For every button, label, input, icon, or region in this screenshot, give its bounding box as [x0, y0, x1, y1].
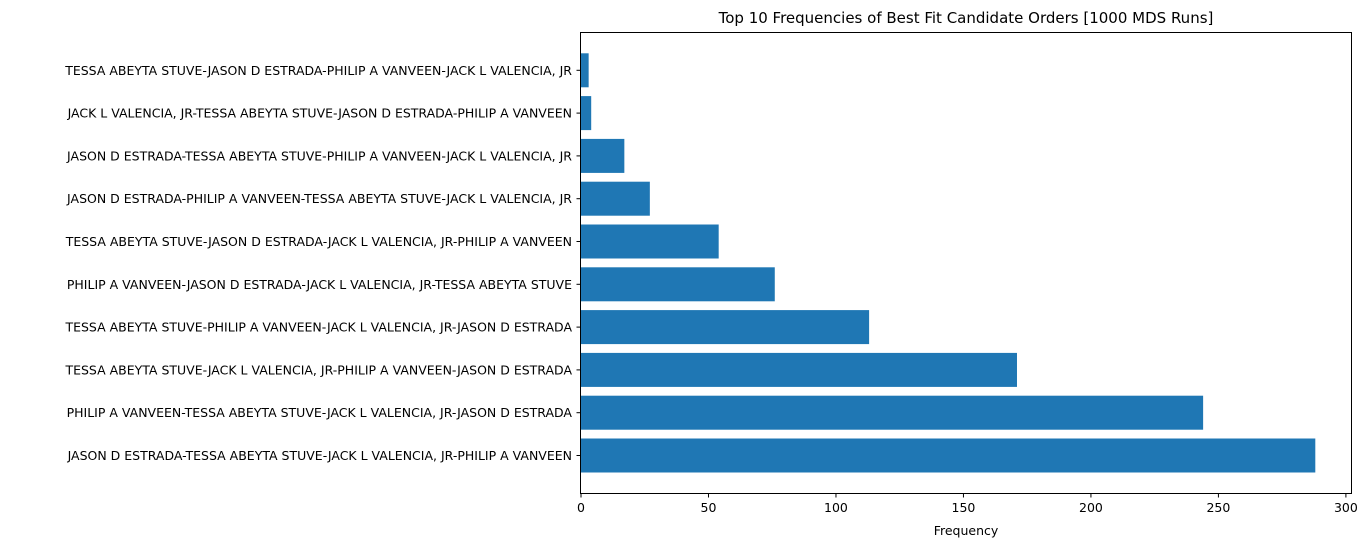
y-tick-label: TESSA ABEYTA STUVE-PHILIP A VANVEEN-JACK…	[64, 320, 572, 335]
bar	[581, 181, 650, 216]
bar	[581, 352, 1017, 387]
plot-frame	[580, 32, 1352, 494]
y-axis: JASON D ESTRADA-TESSA ABEYTA STUVE-JACK …	[64, 63, 581, 463]
bar	[581, 224, 719, 259]
x-tick-label: 200	[1079, 500, 1103, 515]
bar	[581, 53, 589, 88]
x-axis-label: Frequency	[934, 523, 999, 538]
y-tick-label: TESSA ABEYTA STUVE-JASON D ESTRADA-JACK …	[65, 234, 572, 249]
x-tick-label: 300	[1334, 500, 1358, 515]
x-tick-label: 100	[824, 500, 848, 515]
y-tick-label: PHILIP A VANVEEN-JASON D ESTRADA-JACK L …	[67, 277, 572, 292]
x-tick-label: 250	[1206, 500, 1230, 515]
bar	[581, 438, 1316, 473]
y-tick-label: JASON D ESTRADA-PHILIP A VANVEEN-TESSA A…	[66, 191, 572, 206]
y-tick-label: JASON D ESTRADA-TESSA ABEYTA STUVE-JACK …	[67, 448, 572, 463]
y-tick-label: TESSA ABEYTA STUVE-JACK L VALENCIA, JR-P…	[64, 362, 572, 377]
y-tick-label: JASON D ESTRADA-TESSA ABEYTA STUVE-PHILI…	[66, 148, 572, 163]
x-axis: 0 50 100 150 200 250 300	[577, 493, 1358, 515]
chart-title: Top 10 Frequencies of Best Fit Candidate…	[718, 9, 1214, 27]
bar	[581, 267, 775, 302]
y-tick-label: PHILIP A VANVEEN-TESSA ABEYTA STUVE-JACK…	[67, 405, 573, 420]
bar	[581, 395, 1204, 430]
bars-group	[581, 53, 1316, 473]
x-tick-label: 50	[701, 500, 717, 515]
x-tick-label: 0	[577, 500, 585, 515]
bar	[581, 310, 870, 345]
bar	[581, 138, 625, 173]
y-tick-label: JACK L VALENCIA, JR-TESSA ABEYTA STUVE-J…	[67, 106, 572, 121]
x-tick-label: 150	[952, 500, 976, 515]
y-tick-label: TESSA ABEYTA STUVE-JASON D ESTRADA-PHILI…	[64, 63, 572, 78]
bar	[581, 96, 592, 131]
